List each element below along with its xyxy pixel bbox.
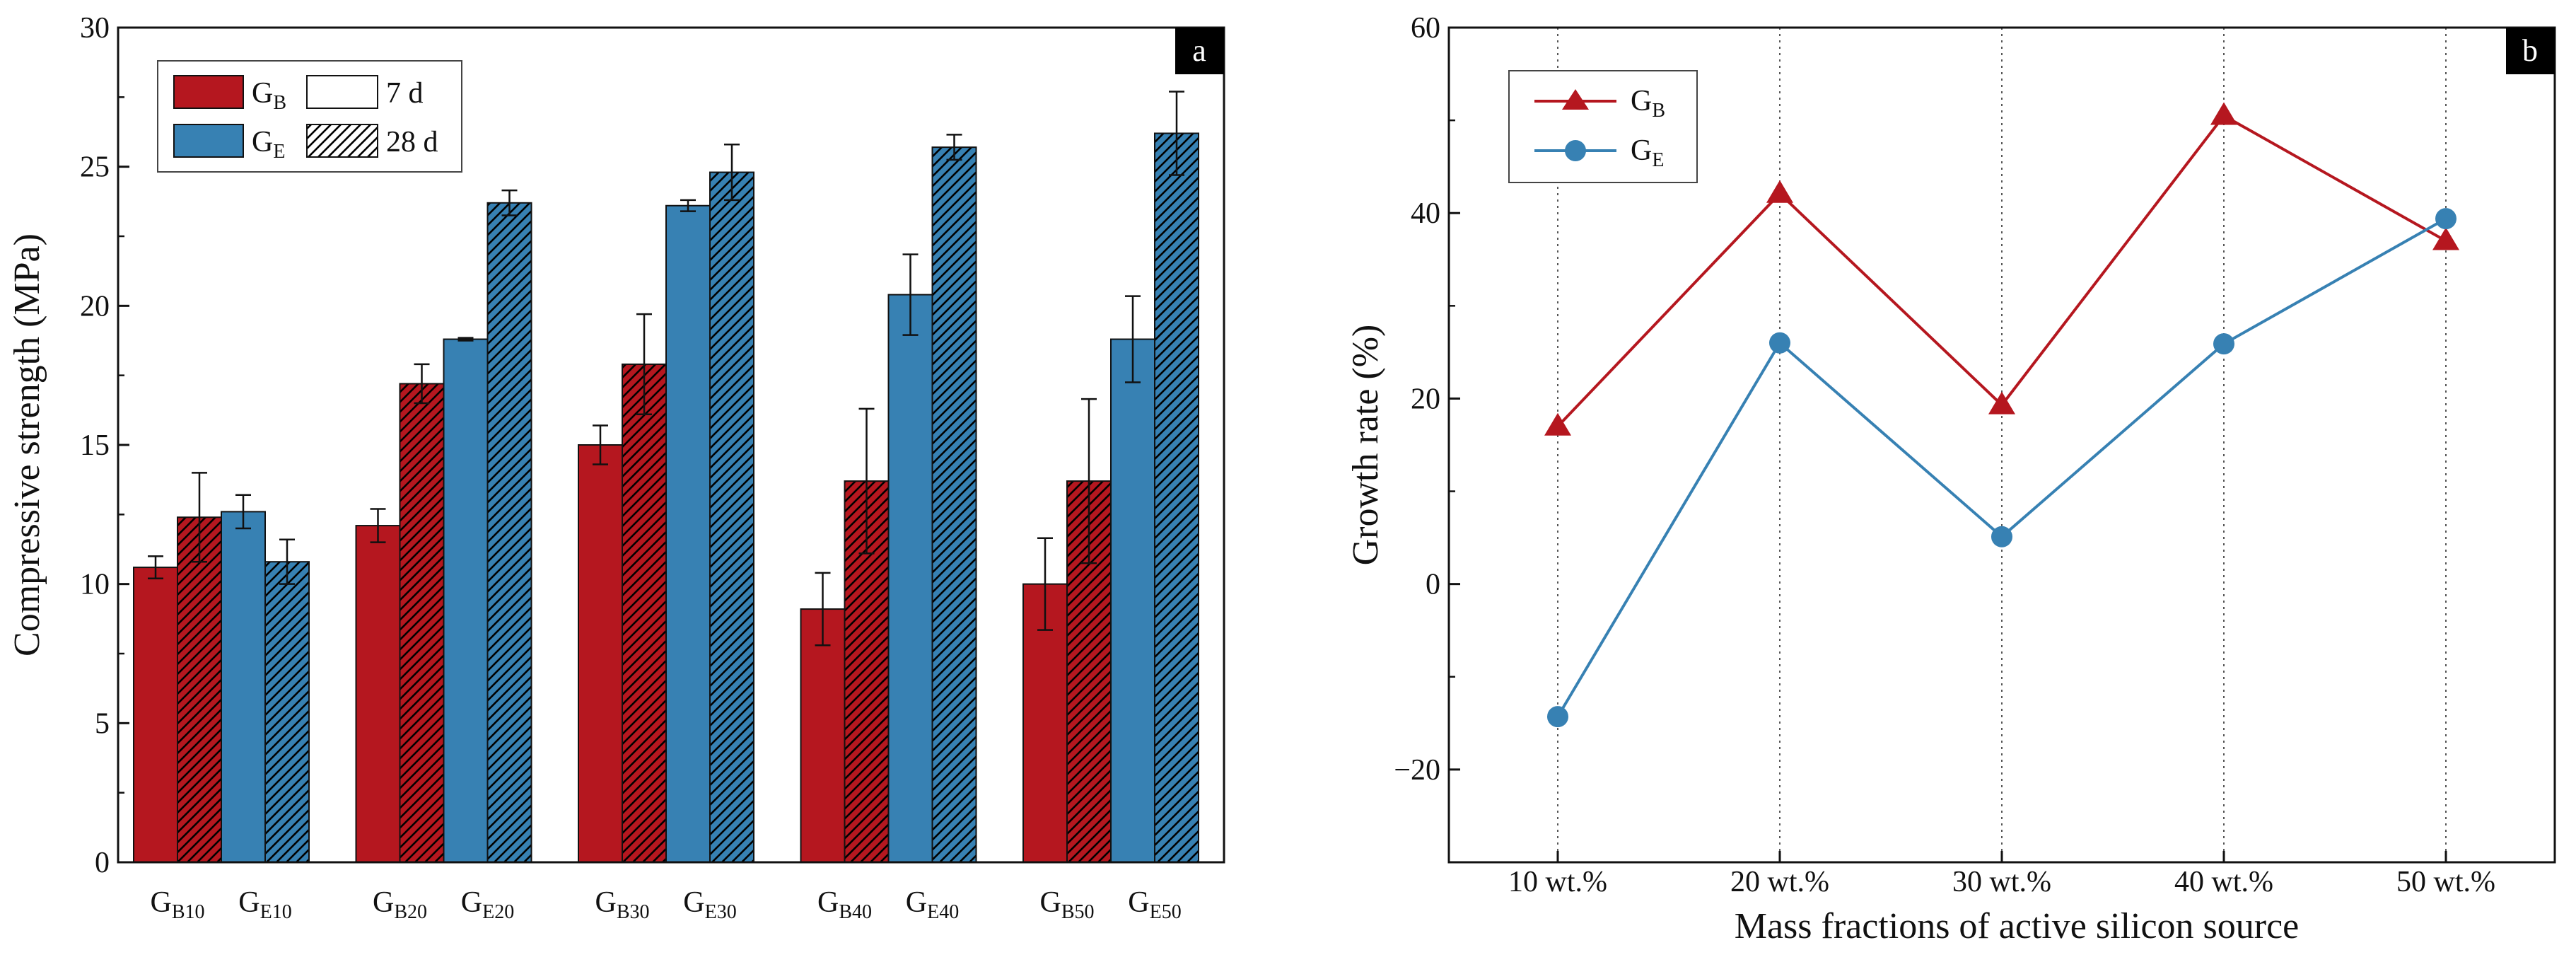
legend-gb-label: GB: [252, 77, 286, 114]
panel-b-y-axis-title: Growth rate (%): [1346, 325, 1386, 566]
bar-gb-7d: [800, 608, 846, 863]
bar-gb-7d: [133, 567, 178, 863]
panel-a-x-tick-label: GB40: [817, 886, 872, 923]
panel-a-errorbars: [148, 91, 1184, 647]
bar-ge-7d: [887, 294, 933, 864]
panel-a-x-tick-label: GE20: [461, 886, 514, 923]
panel-a: 0 5 10 15 20 25 30 GB10 GE10 GB20 GE20 GB30 GE30 GB4…: [7, 12, 1225, 923]
panel-a-y-tick-label: 10: [80, 569, 110, 601]
bar-ge-28d: [1154, 132, 1199, 863]
panel-a-label: a: [1192, 33, 1206, 68]
panel-a-y-tick-label: 5: [95, 707, 110, 740]
panel-a-y-tick-label: 30: [80, 12, 110, 45]
panel-a-y-ticks: 0 5 10 15 20 25 30: [80, 12, 129, 879]
legend-gb-triangle-marker: [1562, 89, 1589, 110]
legend-ge-swatch: [173, 124, 244, 158]
panel-b-x-tick-label: 20 wt.%: [1730, 866, 1829, 898]
series-gb-point: [1544, 412, 1571, 436]
series-ge-point: [1769, 332, 1790, 354]
bar-ge-7d: [221, 511, 266, 864]
panel-a-x-tick-label: GB20: [373, 886, 427, 923]
legend-28d-swatch: [306, 124, 378, 158]
series-gb-point: [2210, 102, 2237, 125]
series-ge-point: [2213, 333, 2234, 355]
panel-b-legend: GB GE: [1508, 70, 1698, 183]
panel-b-y-tick-label: 0: [1426, 569, 1440, 601]
panel-b-x-tick-label: 30 wt.%: [1952, 866, 2051, 898]
bar-ge-28d: [931, 146, 977, 863]
panel-b-label-box: [2506, 28, 2555, 74]
panel-a-label-box: [1175, 28, 1224, 74]
bar-ge-7d: [443, 338, 489, 863]
series-ge-point: [1991, 526, 2012, 547]
bar-ge-28d: [264, 561, 310, 863]
legend-7d-label: 7 d: [386, 77, 424, 110]
legend-b-gb-label: GB: [1631, 85, 1665, 122]
bar-ge-28d: [709, 171, 754, 864]
panel-b-x-tick-label: 40 wt.%: [2174, 866, 2273, 898]
series-ge-point: [1547, 706, 1568, 728]
series-ge-point: [2435, 208, 2456, 230]
panel-b: −20 0 20 40 60 10 wt.% 20 wt.% 30 wt.% 40 wt.% 5…: [1346, 12, 2556, 946]
series-gb-point: [1766, 180, 1793, 203]
panel-b-x-axis-title: Mass fractions of active silicon source: [1735, 906, 2300, 946]
panel-a-legend: GB GE 7 d 28 d: [157, 60, 462, 173]
panel-b-y-tick-label: 60: [1411, 12, 1440, 45]
panel-a-x-tick-label: GB50: [1039, 886, 1094, 923]
panel-b-y-ticks: −20 0 20 40 60: [1394, 12, 1460, 787]
panel-a-x-labels: GB10 GE10 GB20 GE20 GB30 GE30 GB40 GE40 GB50 GE50: [150, 886, 1181, 923]
panel-b-series: [1544, 102, 2459, 728]
bar-gb-28d: [177, 516, 222, 863]
panel-a-y-tick-label: 15: [80, 429, 110, 462]
bar-gb-7d: [578, 444, 623, 863]
bar-ge-7d: [1110, 338, 1155, 863]
bar-gb-28d: [399, 383, 445, 863]
panel-b-x-ticks: 10 wt.% 20 wt.% 30 wt.% 40 wt.% 50 wt.%: [1508, 851, 2495, 898]
bar-ge-7d: [665, 204, 711, 863]
panel-b-y-tick-label: 40: [1411, 197, 1440, 230]
panel-b-x-tick-label: 50 wt.%: [2396, 866, 2495, 898]
panel-b-legend-box: [1508, 70, 1698, 183]
bar-gb-28d: [622, 363, 667, 863]
panel-b-label: b: [2522, 33, 2538, 68]
legend-b-ge-label: GE: [1631, 134, 1664, 171]
bar-ge-28d: [486, 202, 532, 863]
legend-28d-label: 28 d: [386, 126, 438, 158]
panel-a-x-tick-label: GE40: [906, 886, 959, 923]
legend-ge-circle-marker: [1565, 140, 1586, 161]
panel-b-x-tick-label: 10 wt.%: [1508, 866, 1607, 898]
legend-gb-swatch: [173, 75, 244, 109]
panel-a-x-tick-label: GE50: [1128, 886, 1181, 923]
panel-a-y-tick-label: 0: [95, 847, 110, 879]
panel-a-x-tick-label: GB30: [595, 886, 649, 923]
panel-a-y-tick-label: 20: [80, 290, 110, 323]
bar-gb-7d: [355, 525, 401, 863]
legend-7d-swatch: [306, 75, 378, 109]
panel-a-x-tick-label: GE30: [683, 886, 736, 923]
series-gb-point: [1988, 391, 2015, 415]
panel-a-x-tick-label: GE10: [238, 886, 291, 923]
panel-b-y-tick-label: −20: [1394, 754, 1440, 787]
panel-a-x-tick-label: GB10: [150, 886, 204, 923]
series-gb-point: [2432, 227, 2459, 250]
panel-a-y-tick-label: 25: [80, 151, 110, 184]
legend-ge-label: GE: [252, 126, 285, 163]
panel-a-bars: [133, 132, 1199, 864]
panel-b-y-tick-label: 20: [1411, 383, 1440, 415]
panel-a-y-axis-title: Compressive strength (MPa): [7, 233, 47, 656]
